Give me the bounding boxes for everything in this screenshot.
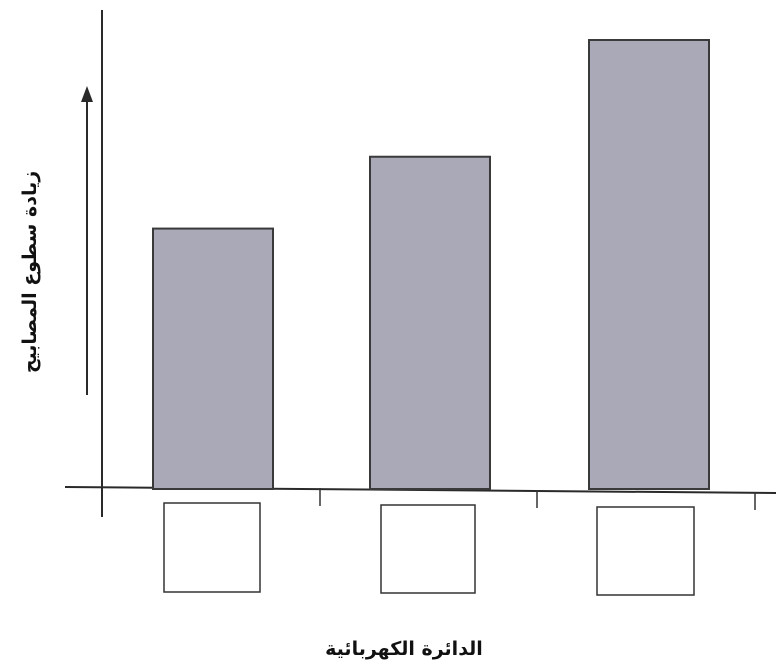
bar-1 xyxy=(152,227,274,491)
bar-group xyxy=(152,39,710,491)
bar-2 xyxy=(369,155,491,491)
y-axis-arrow-head xyxy=(81,86,93,102)
category-box-2[interactable] xyxy=(380,504,476,594)
x-axis-label: الدائرة الكهربائية xyxy=(325,638,483,660)
category-box-1[interactable] xyxy=(163,502,261,593)
bar-3 xyxy=(588,39,710,490)
category-box-3[interactable] xyxy=(596,506,695,596)
y-axis-label: زيادة سطوع المصابيح xyxy=(19,171,41,373)
